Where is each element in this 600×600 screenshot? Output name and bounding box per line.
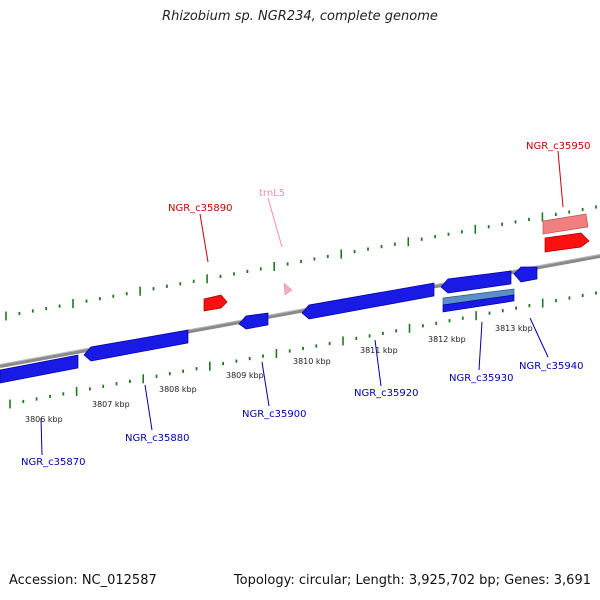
scale-label: 3813 kbp <box>495 324 533 333</box>
gene-c35930-feature[interactable] <box>440 270 512 294</box>
leader-c35950 <box>557 150 564 208</box>
leader-c35870 <box>40 417 43 456</box>
forward-strand-genes <box>203 213 590 312</box>
leader-c35880 <box>144 384 153 431</box>
gene-c35890-feature[interactable] <box>203 294 228 312</box>
upper-tick-row <box>5 205 597 321</box>
gene-label-c35920[interactable]: NGR_c35920 <box>354 388 419 399</box>
gene-c35930-cds2-feature[interactable] <box>442 294 515 313</box>
lower-tick-row <box>9 291 597 409</box>
scale-label: 3811 kbp <box>360 346 398 355</box>
leader-c35890 <box>199 213 209 263</box>
trna-trnl5-feature[interactable] <box>283 282 293 296</box>
leader-c35930 <box>478 321 483 371</box>
label-leader-lines <box>40 150 564 456</box>
genome-summary-text: Topology: circular; Length: 3,925,702 bp… <box>233 573 591 588</box>
accession-text: Accession: NC_012587 <box>9 573 157 588</box>
scale-label: 3812 kbp <box>428 335 466 344</box>
gene-label-trnl5[interactable]: trnL5 <box>259 188 285 199</box>
gene-label-c35870[interactable]: NGR_c35870 <box>21 457 86 468</box>
gene-labels: NGR_c35870 NGR_c35880 NGR_c35890 trnL5 N… <box>21 141 591 468</box>
scale-label: 3806 kbp <box>25 415 63 424</box>
gene-label-c35950[interactable]: NGR_c35950 <box>526 141 591 152</box>
gene-c35870-feature[interactable] <box>0 354 79 384</box>
gene-c35880-feature[interactable] <box>83 329 189 362</box>
gene-label-c35890[interactable]: NGR_c35890 <box>168 203 233 214</box>
gene-label-c35900[interactable]: NGR_c35900 <box>242 409 307 420</box>
gene-c35900-feature[interactable] <box>238 312 269 330</box>
leader-c35940 <box>529 317 549 358</box>
reverse-strand-genes <box>0 266 538 384</box>
gene-label-c35880[interactable]: NGR_c35880 <box>125 433 190 444</box>
leader-c35920 <box>374 339 382 387</box>
leader-c35900 <box>261 361 270 407</box>
gene-c35950-feature[interactable] <box>544 232 590 253</box>
scale-label: 3809 kbp <box>226 371 264 380</box>
gene-label-c35930[interactable]: NGR_c35930 <box>449 373 514 384</box>
gene-label-c35940[interactable]: NGR_c35940 <box>519 361 584 372</box>
scale-label: 3810 kbp <box>293 357 331 366</box>
gene-c35940-feature[interactable] <box>513 266 538 283</box>
gene-c35920-feature[interactable] <box>301 282 435 320</box>
map-title: Rhizobium sp. NGR234, complete genome <box>162 9 438 24</box>
gene-c35950-cds-feature[interactable] <box>542 213 589 235</box>
scale-label: 3808 kbp <box>159 385 197 394</box>
leader-trnl5 <box>267 197 283 248</box>
scale-labels: 3806 kbp 3807 kbp 3808 kbp 3809 kbp 3810… <box>25 324 533 424</box>
scale-label: 3807 kbp <box>92 400 130 409</box>
